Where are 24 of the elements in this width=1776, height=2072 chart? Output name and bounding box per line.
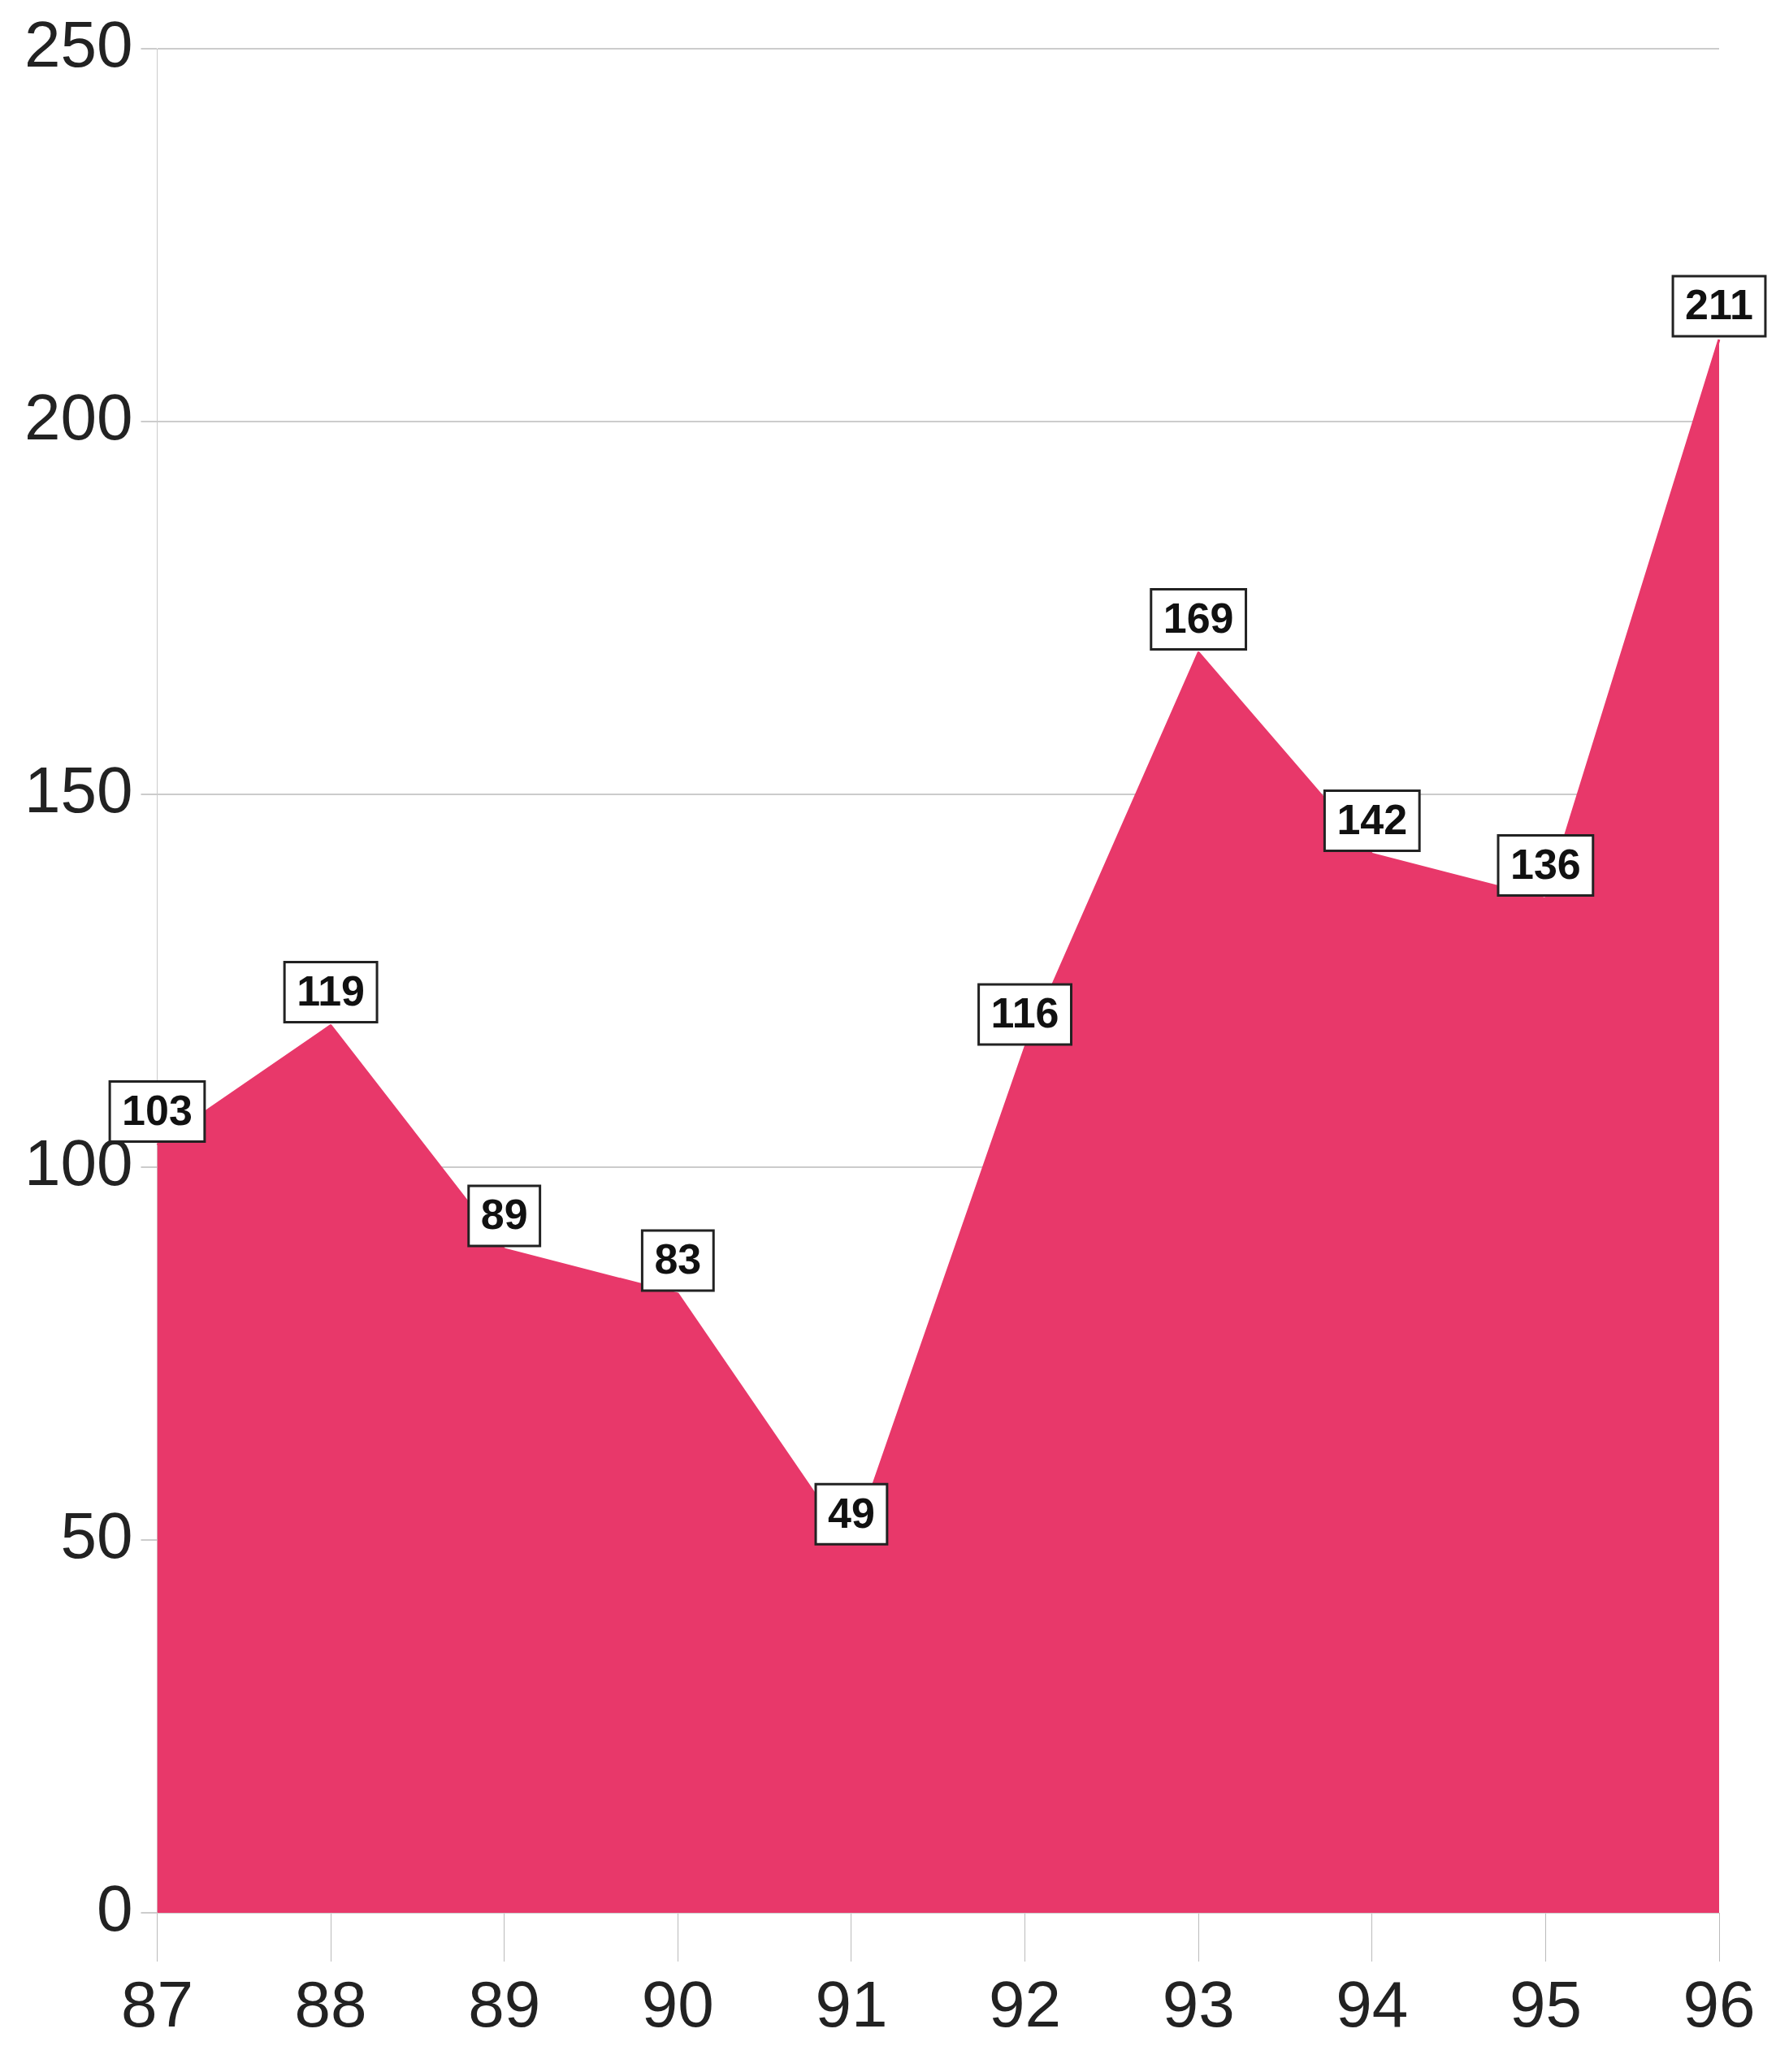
y-tick-label: 250: [24, 8, 133, 81]
x-tick-label: 88: [294, 1968, 367, 2041]
x-tick-label: 90: [641, 1968, 714, 2041]
x-tick-label: 95: [1509, 1968, 1582, 2041]
x-tick-label: 91: [815, 1968, 888, 2041]
data-label: 142: [1336, 795, 1408, 843]
y-tick-label: 200: [24, 381, 133, 454]
x-tick-label: 92: [989, 1968, 1062, 2041]
data-label: 119: [297, 967, 366, 1014]
data-label: 83: [654, 1235, 702, 1283]
data-label: 136: [1510, 840, 1581, 888]
x-tick-label: 87: [120, 1968, 193, 2041]
x-tick-label: 96: [1683, 1968, 1756, 2041]
data-label: 169: [1163, 594, 1234, 642]
x-tick-label: 94: [1336, 1968, 1409, 2041]
data-label: 89: [480, 1191, 528, 1239]
y-tick-label: 0: [96, 1872, 133, 1945]
y-tick-label: 50: [60, 1499, 133, 1572]
data-label: 116: [990, 989, 1059, 1037]
x-tick-label: 93: [1162, 1968, 1235, 2041]
data-label: 49: [828, 1489, 875, 1537]
x-tick-label: 89: [468, 1968, 541, 2041]
y-tick-label: 150: [24, 754, 133, 827]
data-label: 211: [1685, 281, 1753, 329]
